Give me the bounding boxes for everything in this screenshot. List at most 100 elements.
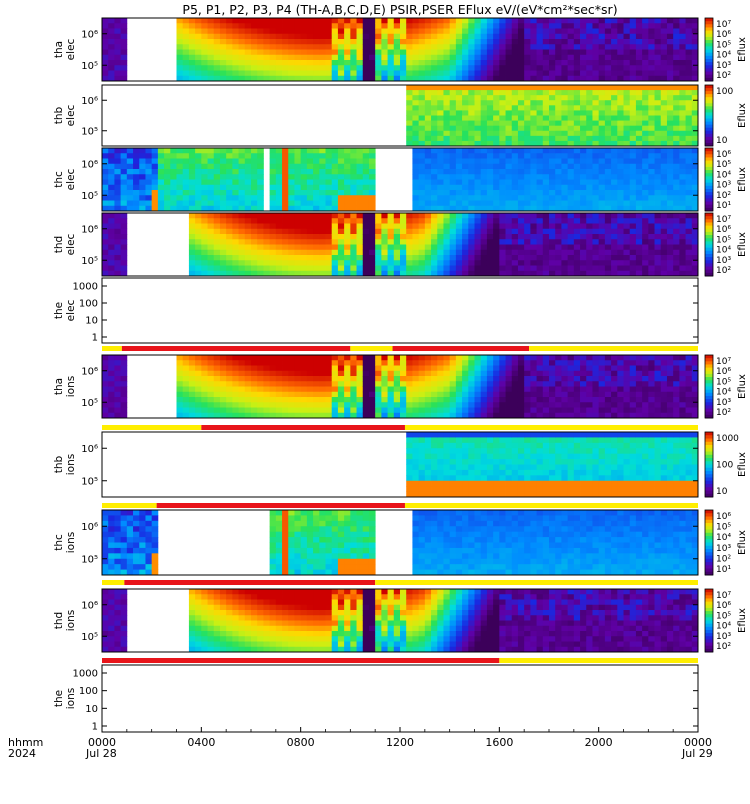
spectrogram-cell (630, 55, 637, 61)
spectrogram-cell (673, 169, 680, 175)
spectrogram-cell (574, 190, 581, 196)
spectrogram-cell (381, 397, 388, 403)
spectrogram-cell (468, 234, 475, 240)
spectrogram-cell (518, 371, 525, 377)
spectrogram-cell (549, 164, 556, 170)
spectrogram-cell (121, 201, 128, 207)
spectrogram-cell (580, 355, 587, 361)
spectrogram-cell (667, 229, 674, 235)
spectrogram-cell (301, 397, 308, 403)
spectrogram-cell (605, 185, 612, 191)
spectrogram-cell (350, 71, 357, 77)
spectrogram-cell (642, 213, 649, 219)
spectrogram-cell (636, 371, 643, 377)
spectrogram-cell (114, 195, 121, 201)
spectrogram-cell (307, 397, 314, 403)
spectrogram-cell (431, 95, 438, 100)
spectrogram-cell (294, 39, 301, 45)
spectrogram-cell (412, 387, 419, 393)
spectrogram-cell (617, 229, 624, 235)
spectrogram-cell (574, 169, 581, 175)
spectrogram-cell (537, 366, 544, 372)
spectrogram-cell (555, 250, 562, 256)
spectrogram-cell (419, 126, 426, 131)
spectrogram-cell (648, 65, 655, 71)
spectrogram-cell (263, 229, 270, 235)
colorbar-swatch (705, 94, 713, 98)
spectrogram-cell (636, 90, 643, 95)
spectrogram-cell (574, 195, 581, 201)
spectrogram-cell (400, 376, 407, 382)
spectrogram-cell (568, 180, 575, 186)
spectrogram-cell (220, 195, 227, 201)
spectrogram-cell (661, 376, 668, 382)
spectrogram-cell (307, 18, 314, 24)
spectrogram-cell (673, 229, 680, 235)
spectrogram-cell (450, 44, 457, 50)
spectrogram-cell (412, 44, 419, 50)
spectrogram-cell (499, 121, 506, 126)
spectrogram-cell (319, 213, 326, 219)
spectrogram-cell (667, 250, 674, 256)
spectrogram-cell (679, 234, 686, 240)
spectrogram-cell (369, 402, 376, 408)
spectrogram-cell (568, 71, 575, 77)
spectrogram-cell (468, 148, 475, 154)
spectrogram-cell (530, 245, 537, 251)
spectrogram-cell (164, 201, 171, 207)
spectrogram-cell (475, 250, 482, 256)
spectrogram-cell (655, 266, 662, 272)
spectrogram-cell (350, 29, 357, 35)
spectrogram-cell (226, 376, 233, 382)
spectrogram-cell (468, 201, 475, 207)
spectrogram-cell (655, 136, 662, 141)
spectrogram-cell (313, 18, 320, 24)
spectrogram-cell (636, 229, 643, 235)
spectrogram-cell (183, 60, 190, 66)
spectrogram-cell (431, 164, 438, 170)
spectrogram-cell (679, 224, 686, 230)
spectrogram-cell (605, 95, 612, 100)
spectrogram-cell (431, 100, 438, 105)
spectrogram-cell (518, 218, 525, 224)
spectrogram-cell (332, 260, 339, 266)
spectrogram-cell (164, 190, 171, 196)
spectrogram-cell (555, 34, 562, 40)
spectrogram-cell (239, 44, 246, 50)
spectrogram-cell (679, 229, 686, 235)
spectrogram-cell (624, 218, 631, 224)
spectrogram-cell (425, 100, 432, 105)
colorbar-tick-label: 10⁴ (716, 170, 731, 180)
spectrogram-cell (537, 105, 544, 110)
spectrogram-cell (692, 260, 699, 266)
spectrogram-cell (537, 153, 544, 159)
spectrogram-cell (288, 260, 295, 266)
spectrogram-cell (257, 229, 264, 235)
spectrogram-cell (208, 195, 215, 201)
spectrogram-cell (344, 159, 351, 165)
spectrogram-cell (294, 213, 301, 219)
spectrogram-cell (251, 55, 258, 61)
spectrogram-cell (121, 239, 128, 245)
spectrogram-cell (450, 71, 457, 77)
colorbar-swatch (705, 202, 713, 206)
colorbar-tick-label: 10⁴ (716, 246, 731, 256)
spectrogram-cell (543, 371, 550, 377)
spectrogram-cell (499, 218, 506, 224)
spectrogram-cell (468, 392, 475, 398)
spectrogram-cell (475, 190, 482, 196)
spectrogram-cell (412, 224, 419, 230)
spectrogram-cell (686, 408, 693, 414)
spectrogram-cell (580, 245, 587, 251)
spectrogram-cell (586, 169, 593, 175)
y-tick-label: 10⁵ (81, 191, 98, 202)
colorbar-swatch (705, 189, 713, 193)
spectrogram-cell (344, 224, 351, 230)
spectrogram-cell (481, 34, 488, 40)
spectrogram-cell (276, 213, 283, 219)
spectrogram-cell (679, 250, 686, 256)
spectrogram-cell (561, 255, 568, 261)
spectrogram-cell (419, 218, 426, 224)
spectrogram-cell (686, 65, 693, 71)
spectrogram-cell (512, 195, 519, 201)
